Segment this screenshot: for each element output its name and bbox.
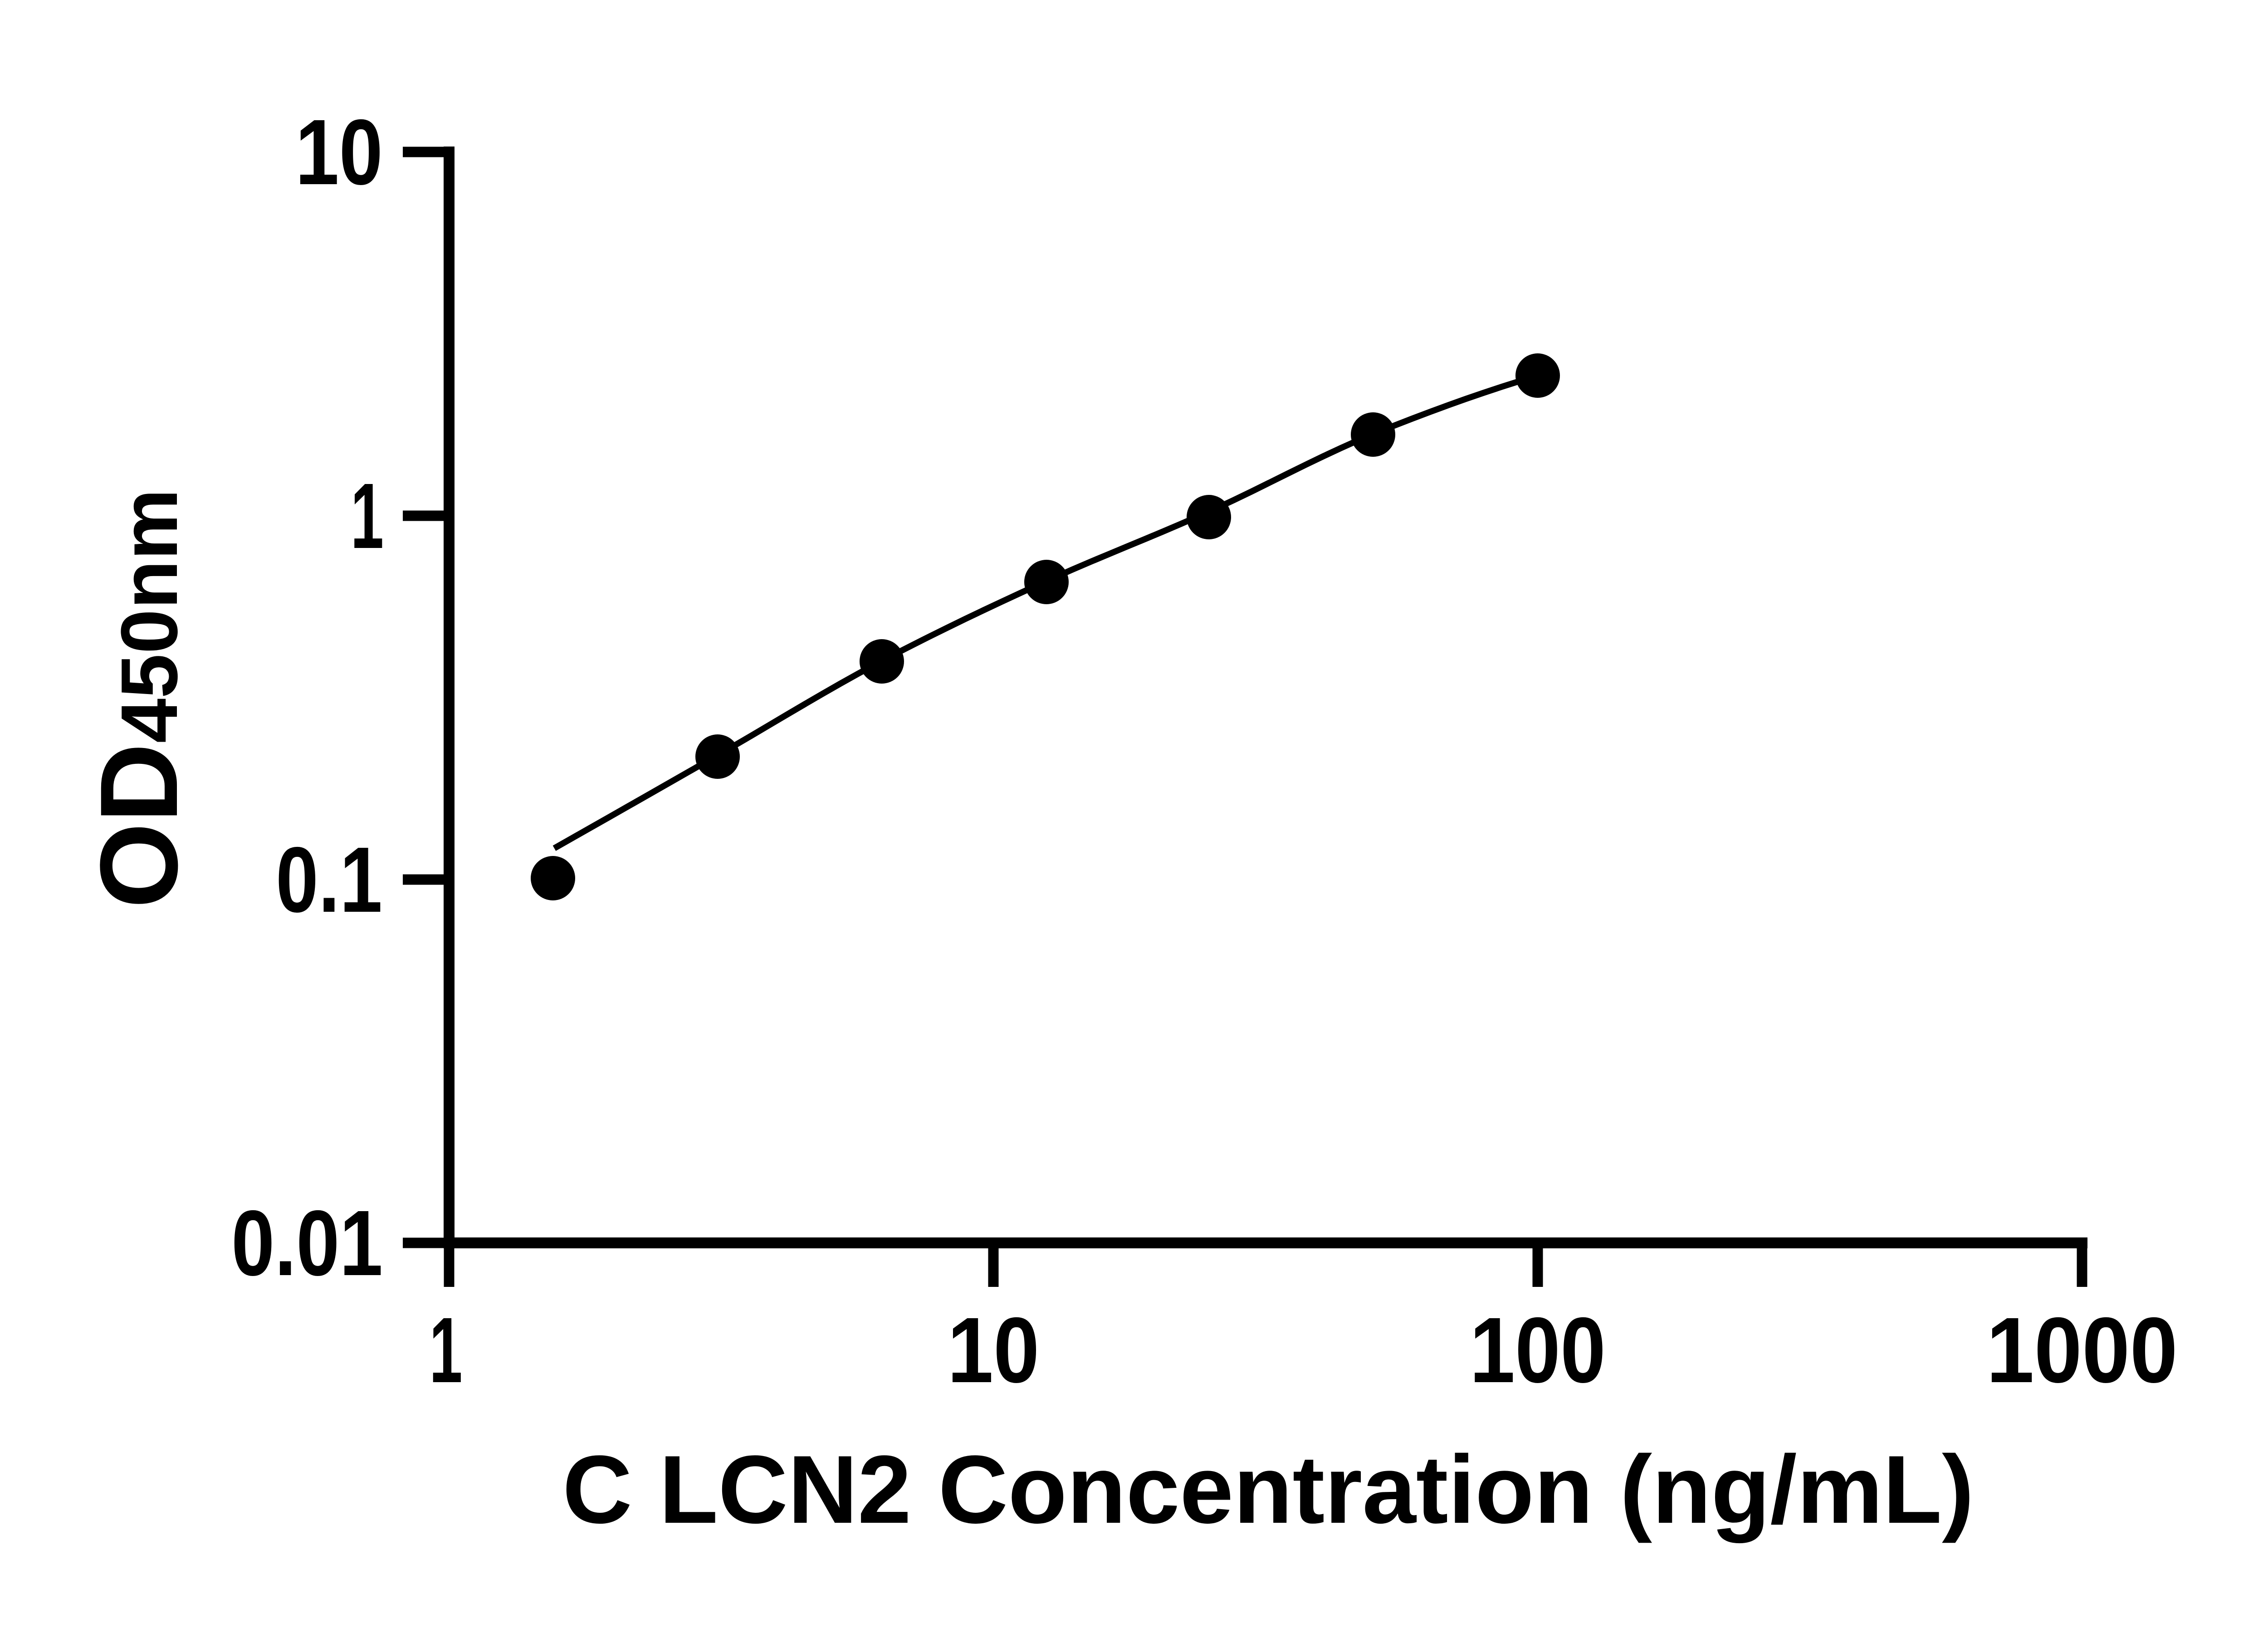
svg-text:10: 10 bbox=[948, 1298, 1040, 1402]
svg-text:100: 100 bbox=[1470, 1298, 1606, 1402]
svg-text:1: 1 bbox=[351, 464, 384, 568]
svg-text:0.01: 0.01 bbox=[231, 1191, 383, 1295]
svg-text:1000: 1000 bbox=[1986, 1298, 2178, 1402]
svg-text:0.1: 0.1 bbox=[276, 828, 382, 932]
svg-text:C LCN2 Concentration (ng/mL): C LCN2 Concentration (ng/mL) bbox=[562, 1436, 1974, 1544]
svg-text:10: 10 bbox=[295, 100, 383, 204]
svg-text:1: 1 bbox=[430, 1298, 463, 1402]
